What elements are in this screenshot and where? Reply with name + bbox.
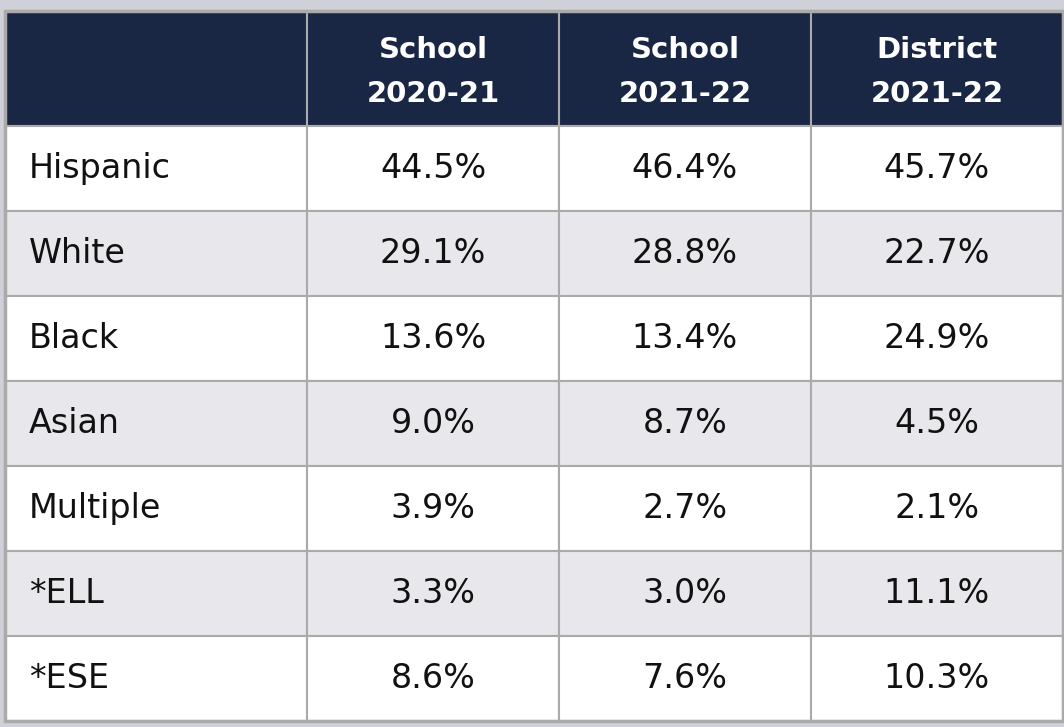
Text: 11.1%: 11.1% xyxy=(884,577,991,610)
Text: School: School xyxy=(379,36,487,64)
Bar xyxy=(307,126,559,211)
Bar xyxy=(811,381,1063,466)
Bar xyxy=(559,126,811,211)
Bar xyxy=(5,466,307,551)
Text: 13.6%: 13.6% xyxy=(380,322,486,355)
Bar xyxy=(307,11,559,126)
Text: 46.4%: 46.4% xyxy=(632,152,738,185)
Text: 2020-21: 2020-21 xyxy=(366,80,500,108)
Text: White: White xyxy=(29,237,126,270)
Bar xyxy=(5,636,307,721)
Bar xyxy=(559,466,811,551)
Text: Hispanic: Hispanic xyxy=(29,152,170,185)
Bar xyxy=(5,126,307,211)
Bar xyxy=(559,636,811,721)
Bar xyxy=(559,296,811,381)
Bar xyxy=(307,551,559,636)
Bar xyxy=(5,211,307,296)
Bar xyxy=(811,551,1063,636)
Text: *ESE: *ESE xyxy=(29,662,109,695)
Bar xyxy=(559,11,811,126)
Text: School: School xyxy=(631,36,739,64)
Text: 4.5%: 4.5% xyxy=(895,407,980,440)
Bar xyxy=(811,296,1063,381)
Bar xyxy=(559,381,811,466)
Bar xyxy=(559,211,811,296)
Text: 45.7%: 45.7% xyxy=(884,152,991,185)
Bar xyxy=(5,11,307,126)
Bar xyxy=(307,296,559,381)
Bar xyxy=(559,551,811,636)
Text: 29.1%: 29.1% xyxy=(380,237,486,270)
Text: 2021-22: 2021-22 xyxy=(618,80,751,108)
Text: *ELL: *ELL xyxy=(29,577,103,610)
Text: 2021-22: 2021-22 xyxy=(870,80,1003,108)
Text: 3.9%: 3.9% xyxy=(390,492,476,525)
Bar xyxy=(307,381,559,466)
Text: 8.6%: 8.6% xyxy=(390,662,476,695)
Text: 28.8%: 28.8% xyxy=(632,237,738,270)
Bar xyxy=(307,466,559,551)
Text: 2.1%: 2.1% xyxy=(895,492,980,525)
Bar xyxy=(5,551,307,636)
Text: Multiple: Multiple xyxy=(29,492,161,525)
Text: 3.0%: 3.0% xyxy=(643,577,728,610)
Bar xyxy=(307,636,559,721)
Bar xyxy=(5,381,307,466)
Text: District: District xyxy=(877,36,998,64)
Bar xyxy=(811,126,1063,211)
Text: 9.0%: 9.0% xyxy=(390,407,476,440)
Text: Asian: Asian xyxy=(29,407,120,440)
Bar xyxy=(811,11,1063,126)
Text: Black: Black xyxy=(29,322,119,355)
Text: 2.7%: 2.7% xyxy=(643,492,728,525)
Text: 24.9%: 24.9% xyxy=(884,322,991,355)
Text: 3.3%: 3.3% xyxy=(390,577,476,610)
Bar xyxy=(811,466,1063,551)
Bar xyxy=(5,296,307,381)
Bar xyxy=(811,211,1063,296)
Bar xyxy=(307,211,559,296)
Text: 44.5%: 44.5% xyxy=(380,152,486,185)
Text: 8.7%: 8.7% xyxy=(643,407,728,440)
Text: 7.6%: 7.6% xyxy=(643,662,728,695)
Text: 22.7%: 22.7% xyxy=(884,237,991,270)
Bar xyxy=(811,636,1063,721)
Text: 10.3%: 10.3% xyxy=(884,662,991,695)
Text: 13.4%: 13.4% xyxy=(632,322,738,355)
